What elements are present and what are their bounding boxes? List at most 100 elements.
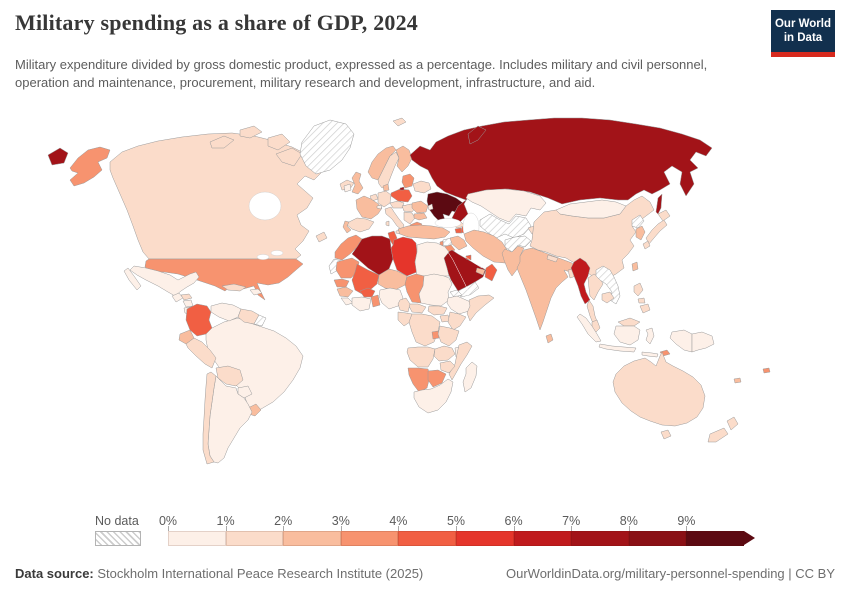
country-north-korea[interactable] (631, 214, 645, 229)
country-central-african-republic[interactable] (407, 303, 427, 314)
country-egypt[interactable] (414, 241, 450, 277)
country-angola[interactable] (406, 346, 436, 368)
legend-bin-3[interactable] (340, 531, 399, 546)
country-malaysia-borneo[interactable] (617, 317, 641, 327)
country-svalbard[interactable] (392, 117, 407, 127)
country-laos-vietnam[interactable] (595, 265, 621, 305)
country-myanmar[interactable] (570, 257, 591, 305)
country-kalimantan[interactable] (613, 325, 641, 346)
country-turkey[interactable] (397, 224, 451, 240)
country-ukraine[interactable] (426, 191, 467, 222)
country-french-guiana[interactable] (253, 314, 267, 327)
country-tasmania[interactable] (660, 429, 672, 440)
country-usa[interactable] (144, 258, 304, 301)
country-sulawesi[interactable] (645, 327, 655, 345)
country-libya[interactable] (390, 236, 418, 277)
country-spain[interactable] (346, 217, 375, 233)
country-united-kingdom[interactable] (351, 171, 364, 195)
country-papua-indonesia[interactable] (669, 329, 693, 353)
country-yemen[interactable] (457, 281, 480, 298)
country-botswana[interactable] (427, 369, 447, 388)
country-novaya-zemlya[interactable] (467, 125, 487, 145)
country-uae[interactable] (475, 267, 486, 276)
country-togo-benin[interactable] (370, 294, 381, 308)
country-canada-arctic-2[interactable] (239, 125, 263, 139)
country-sardinia[interactable] (385, 220, 390, 227)
owid-logo[interactable]: Our World in Data (771, 10, 835, 57)
country-philippines-luzon[interactable] (633, 282, 644, 297)
country-fiji[interactable] (762, 367, 771, 374)
country-rwanda-burundi[interactable] (431, 330, 440, 340)
country-new-zealand-north[interactable] (726, 416, 739, 431)
country-south-africa[interactable] (413, 378, 454, 414)
country-sri-lanka[interactable] (545, 333, 554, 344)
legend-bin-5[interactable] (455, 531, 514, 546)
country-chile[interactable] (202, 371, 217, 465)
country-java[interactable] (598, 343, 637, 353)
country-chukotka[interactable] (47, 147, 69, 166)
country-finland[interactable] (395, 145, 413, 173)
country-cameroon[interactable] (397, 297, 411, 313)
country-germany[interactable] (377, 190, 392, 208)
legend-bin-0[interactable] (168, 531, 226, 546)
country-armenia[interactable] (454, 227, 463, 234)
country-turkmenistan-uzbekistan[interactable] (479, 213, 532, 239)
country-japan-hokkaido[interactable] (657, 209, 671, 222)
country-mexico[interactable] (129, 265, 200, 297)
country-baja-california[interactable] (123, 267, 142, 291)
country-eritrea[interactable] (449, 289, 463, 298)
country-russia[interactable] (409, 117, 713, 223)
country-greenland[interactable] (299, 119, 355, 175)
country-drc[interactable] (408, 313, 441, 347)
country-somalia[interactable] (466, 294, 495, 322)
owid-url-link[interactable]: OurWorldinData.org/military-personnel-sp… (506, 566, 835, 581)
country-sudan[interactable] (418, 273, 453, 307)
country-colombia[interactable] (185, 303, 213, 337)
country-norway[interactable] (367, 145, 397, 181)
country-sierra-leone-liberia[interactable] (340, 297, 354, 306)
country-kuwait[interactable] (465, 254, 472, 261)
country-balkans[interactable] (403, 211, 416, 225)
country-ivory-coast-ghana[interactable] (351, 296, 372, 312)
country-india[interactable] (516, 247, 577, 331)
legend-bin-7[interactable] (571, 531, 629, 546)
country-denmark[interactable] (382, 183, 390, 192)
country-nepal[interactable] (546, 254, 559, 263)
country-papua-new-guinea[interactable] (691, 331, 715, 353)
country-south-sudan[interactable] (427, 305, 448, 316)
legend-bin-6[interactable] (513, 531, 572, 546)
country-czech-austria[interactable] (389, 200, 405, 209)
country-peru[interactable] (185, 337, 217, 369)
country-newfoundland[interactable] (315, 231, 328, 243)
country-cambodia[interactable] (601, 291, 615, 304)
country-australia[interactable] (612, 351, 706, 427)
country-nigeria[interactable] (378, 287, 404, 310)
country-moldova[interactable] (427, 203, 434, 211)
country-france[interactable] (355, 195, 383, 220)
country-sweden[interactable] (377, 151, 400, 189)
country-hispaniola[interactable] (249, 288, 263, 296)
country-baffin-island[interactable] (275, 147, 303, 167)
country-canada[interactable] (109, 132, 322, 260)
country-oman[interactable] (484, 263, 498, 282)
country-namibia[interactable] (407, 367, 431, 393)
country-south-korea[interactable] (635, 225, 646, 241)
legend-no-data-swatch[interactable] (95, 531, 141, 546)
country-switzerland[interactable] (376, 204, 383, 210)
country-new-caledonia[interactable] (733, 377, 742, 384)
country-sakhalin[interactable] (655, 193, 663, 215)
country-alaska[interactable] (69, 146, 111, 187)
country-honduras[interactable] (180, 293, 193, 301)
country-romania[interactable] (411, 200, 429, 214)
legend-bin-9[interactable] (686, 531, 744, 546)
country-burkina-faso[interactable] (359, 287, 376, 298)
country-baltics[interactable] (401, 173, 415, 189)
country-japan-kyushu[interactable] (642, 240, 651, 250)
country-nicaragua[interactable] (182, 299, 194, 308)
country-lesser-sunda[interactable] (641, 351, 659, 358)
country-bulgaria[interactable] (413, 212, 428, 221)
country-philippines-mindanao[interactable] (639, 303, 651, 314)
country-taiwan[interactable] (631, 261, 639, 272)
legend-bin-1[interactable] (225, 531, 284, 546)
country-mozambique[interactable] (448, 341, 473, 381)
